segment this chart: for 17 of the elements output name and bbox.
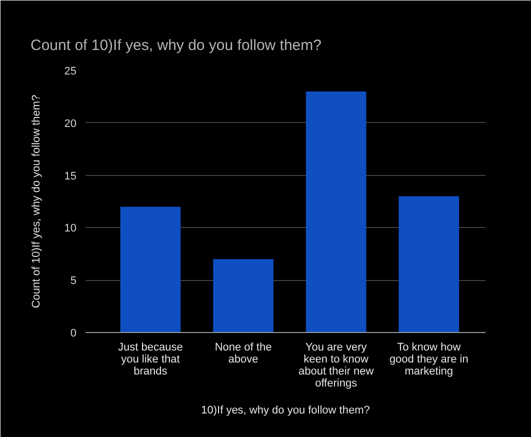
y-tick-label: 0 bbox=[70, 328, 77, 340]
x-tick-label: None of the above bbox=[214, 342, 272, 366]
bar bbox=[120, 206, 181, 332]
y-tick-label: 10 bbox=[64, 222, 77, 235]
y-axis-title: Count of 10)If yes, why do you follow them? bbox=[30, 94, 42, 308]
y-tick-label: 15 bbox=[64, 170, 77, 182]
bar bbox=[398, 196, 460, 332]
x-tick-label: To know how good they are in marketing bbox=[389, 342, 468, 378]
x-tick-label: You are very keen to know about their new offerings bbox=[298, 342, 374, 390]
chart-title: Count of 10)If yes, why do you follow them? bbox=[30, 37, 322, 54]
y-tick-label: 20 bbox=[64, 118, 77, 130]
x-tick-label: Just because you like that brands bbox=[118, 342, 183, 378]
x-axis-title: 10)If yes, why do you follow them? bbox=[201, 404, 370, 416]
bar bbox=[213, 259, 274, 332]
bar bbox=[306, 91, 366, 332]
y-tick-label: 25 bbox=[64, 66, 77, 78]
y-tick-label: 5 bbox=[70, 275, 77, 288]
